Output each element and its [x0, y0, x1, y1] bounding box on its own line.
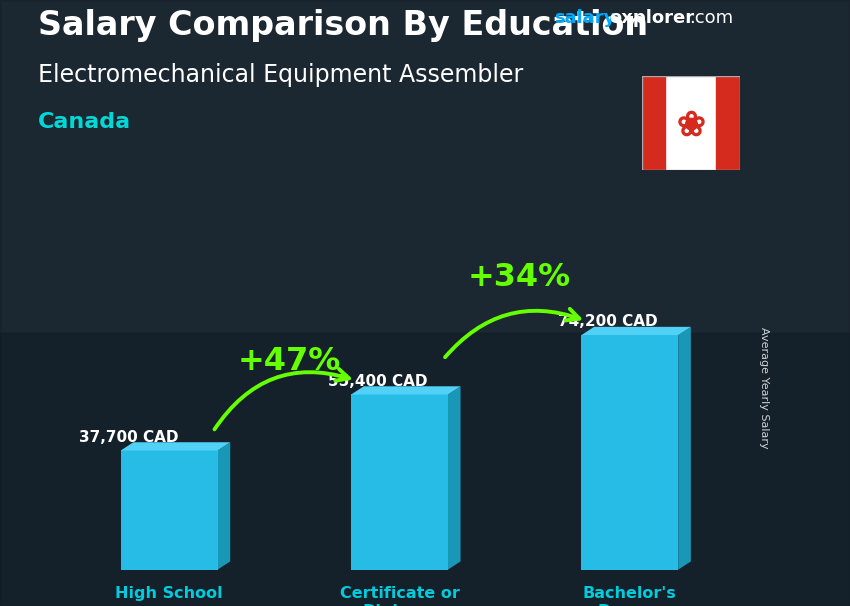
Text: Salary Comparison By Education: Salary Comparison By Education — [38, 9, 649, 42]
Bar — [0, 333, 850, 606]
Text: Canada: Canada — [38, 112, 131, 132]
Polygon shape — [218, 442, 230, 570]
Text: Electromechanical Equipment Assembler: Electromechanical Equipment Assembler — [38, 63, 524, 87]
Bar — [642, 76, 666, 170]
Text: salary: salary — [554, 9, 616, 27]
Polygon shape — [351, 395, 448, 570]
Polygon shape — [581, 335, 678, 570]
Text: 55,400 CAD: 55,400 CAD — [328, 374, 428, 388]
Polygon shape — [448, 386, 461, 570]
Bar — [0, 0, 850, 333]
Polygon shape — [678, 327, 691, 570]
Polygon shape — [581, 327, 691, 335]
Bar — [716, 76, 740, 170]
Polygon shape — [121, 442, 230, 450]
Text: 74,200 CAD: 74,200 CAD — [558, 314, 658, 329]
Text: .com: .com — [689, 9, 733, 27]
Text: 37,700 CAD: 37,700 CAD — [79, 430, 178, 445]
Text: explorer: explorer — [609, 9, 694, 27]
Text: +47%: +47% — [237, 346, 341, 377]
Text: Average Yearly Salary: Average Yearly Salary — [759, 327, 768, 448]
Polygon shape — [121, 450, 218, 570]
Polygon shape — [351, 386, 461, 395]
Text: +34%: +34% — [468, 262, 571, 293]
